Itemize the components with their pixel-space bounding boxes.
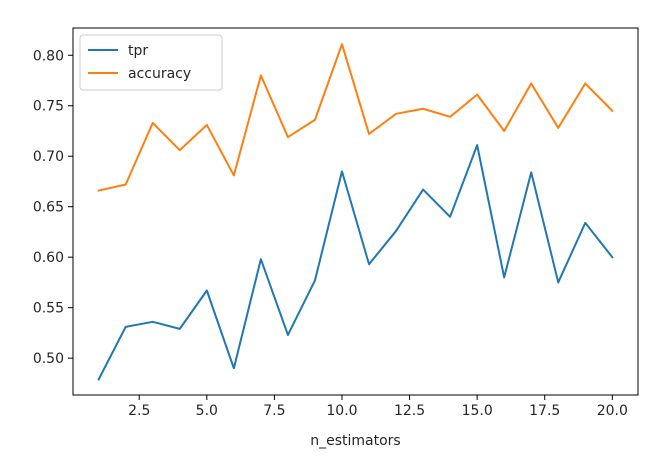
legend-box	[79, 34, 223, 91]
x-axis-ticks: 2.5 5.0 7.5 10.0 12.5 15.0 17.5 20.0	[128, 395, 628, 419]
x-tick-label: 20.0	[597, 403, 628, 419]
x-tick-label: 10.0	[326, 403, 357, 419]
x-tick-label: 2.5	[128, 403, 150, 419]
y-tick-label: 0.55	[33, 301, 64, 317]
x-axis-label: n_estimators	[310, 433, 400, 449]
y-tick-label: 0.80	[33, 48, 64, 64]
y-tick-label: 0.50	[33, 351, 64, 367]
y-axis-ticks: 0.50 0.55 0.60 0.65 0.70 0.75 0.80	[33, 48, 73, 367]
legend-label-accuracy: accuracy	[128, 66, 191, 82]
x-tick-label: 5.0	[196, 403, 218, 419]
legend: tpr accuracy	[79, 34, 223, 91]
series-line-accuracy	[97, 43, 614, 192]
axes-frame	[72, 27, 639, 396]
y-tick-label: 0.75	[33, 99, 64, 115]
legend-label-tpr: tpr	[128, 43, 148, 59]
y-tick-label: 0.60	[33, 250, 64, 266]
series-lines	[97, 43, 614, 381]
x-tick-label: 7.5	[263, 403, 285, 419]
x-tick-label: 15.0	[462, 403, 493, 419]
series-line-tpr	[97, 144, 614, 381]
y-tick-label: 0.65	[33, 200, 64, 216]
x-tick-label: 12.5	[394, 403, 425, 419]
x-tick-label: 17.5	[529, 403, 560, 419]
y-tick-label: 0.70	[33, 149, 64, 165]
